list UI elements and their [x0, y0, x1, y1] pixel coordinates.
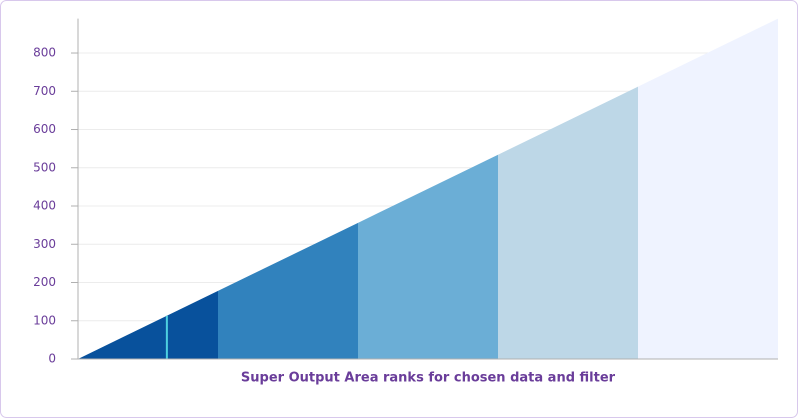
y-tick-label: 100: [33, 313, 56, 327]
y-tick-label: 700: [33, 84, 56, 98]
y-tick-label: 800: [33, 46, 56, 60]
y-tick-label: 500: [33, 160, 56, 174]
y-tick-label: 200: [33, 275, 56, 289]
y-tick-label: 300: [33, 237, 56, 251]
y-tick-label: 600: [33, 122, 56, 136]
y-tick-label: 0: [48, 352, 56, 366]
area-segment: [78, 290, 218, 359]
area-segment: [358, 154, 498, 359]
area-segment: [638, 18, 778, 359]
area-segment: [218, 222, 358, 359]
y-tick-label: 400: [33, 199, 56, 213]
area-segment: [498, 86, 638, 360]
x-axis-label: Super Output Area ranks for chosen data …: [241, 371, 616, 386]
plot-area: 0 100 200 300 400 500 600 700 800: [33, 18, 778, 366]
